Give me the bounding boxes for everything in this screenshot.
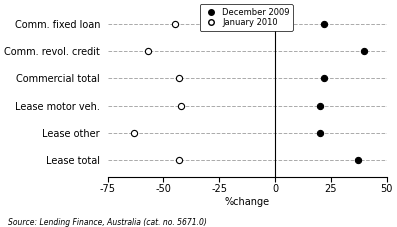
Point bbox=[316, 131, 323, 135]
Point bbox=[131, 131, 138, 135]
Point bbox=[176, 158, 182, 162]
Point bbox=[355, 158, 361, 162]
Point bbox=[321, 22, 328, 26]
Point bbox=[176, 77, 182, 80]
Legend: December 2009, January 2010: December 2009, January 2010 bbox=[200, 4, 293, 31]
Point bbox=[316, 104, 323, 108]
X-axis label: %change: %change bbox=[225, 197, 270, 207]
Point bbox=[178, 104, 185, 108]
Point bbox=[321, 77, 328, 80]
Point bbox=[145, 49, 151, 53]
Point bbox=[172, 22, 178, 26]
Point bbox=[361, 49, 368, 53]
Text: Source: Lending Finance, Australia (cat. no. 5671.0): Source: Lending Finance, Australia (cat.… bbox=[8, 218, 207, 227]
